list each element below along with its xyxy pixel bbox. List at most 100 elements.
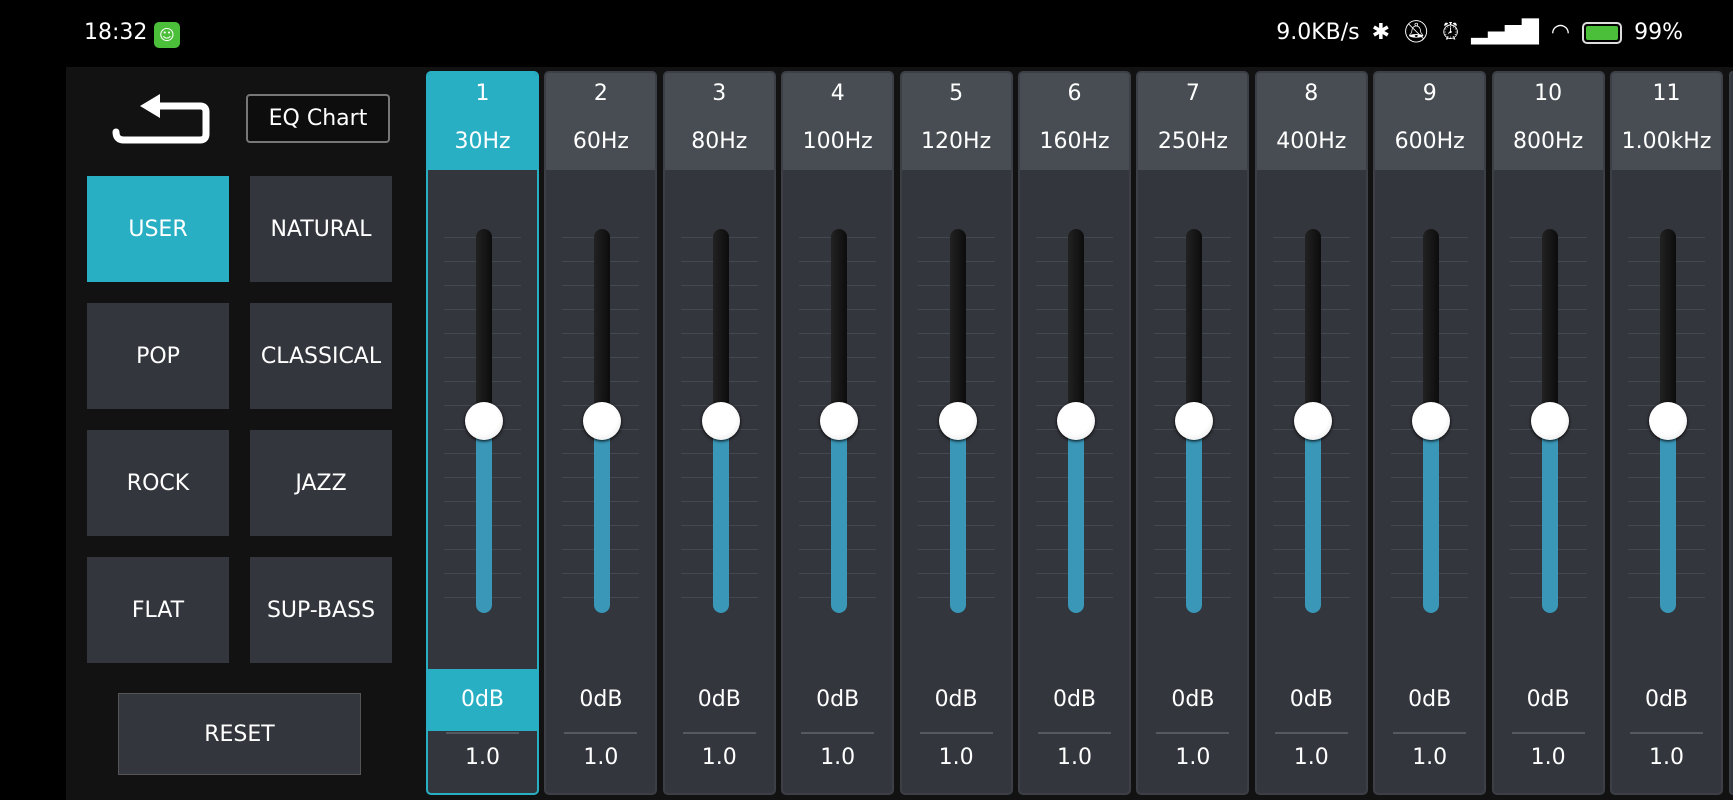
preset-pop-button[interactable]: POP [87, 303, 229, 409]
preset-jazz-button[interactable]: JAZZ [250, 430, 392, 536]
reset-button[interactable]: RESET [118, 693, 361, 775]
gain-slider-knob[interactable] [465, 402, 503, 440]
battery-icon [1582, 21, 1623, 44]
divider [1156, 732, 1230, 734]
channel-number: 6 [1067, 81, 1082, 106]
clock: 18:32 [84, 20, 148, 45]
gain-slider-knob[interactable] [1057, 402, 1095, 440]
channel-header[interactable]: 8 400Hz [1256, 73, 1366, 170]
q-value[interactable]: 1.0 [1412, 745, 1448, 770]
eq-channel[interactable]: 7 250Hz 0dB 1.0 [1136, 71, 1250, 795]
channel-header[interactable]: 4 100Hz [783, 73, 893, 170]
q-value[interactable]: 1.0 [583, 745, 619, 770]
channel-header[interactable]: 6 160Hz [1020, 73, 1129, 170]
gain-slider-knob[interactable] [583, 402, 622, 440]
channel-frequency[interactable]: 800Hz [1513, 129, 1584, 154]
gain-value[interactable]: 0dB [428, 669, 537, 731]
eq-channel[interactable]: 6 160Hz 0dB 1.0 [1018, 71, 1131, 795]
eq-channel[interactable]: 9 600Hz 0dB 1.0 [1373, 71, 1487, 795]
q-value[interactable]: 1.0 [465, 745, 500, 770]
q-value[interactable]: 1.0 [1057, 745, 1092, 770]
channel-number: 2 [593, 81, 608, 106]
gain-slider-knob[interactable] [1530, 402, 1569, 440]
eq-channel[interactable]: 1 30Hz 0dB 1.0 [426, 71, 539, 795]
mute-icon: 🔕︎ [1402, 20, 1431, 45]
q-value[interactable]: 1.0 [1293, 745, 1329, 770]
eq-channel-partial[interactable] [1729, 71, 1733, 795]
gain-value[interactable]: 0dB [1171, 687, 1215, 712]
preset-classical-button[interactable]: CLASSICAL [250, 303, 392, 409]
eq-chart-button[interactable]: EQ Chart [246, 94, 390, 143]
channel-frequency[interactable]: 60Hz [572, 129, 629, 154]
channel-header[interactable]: 1 30Hz [428, 73, 537, 170]
channel-header[interactable]: 5 120Hz [901, 73, 1011, 170]
gain-slider-knob[interactable] [1412, 402, 1451, 440]
channel-header[interactable]: 3 80Hz [664, 73, 774, 170]
channel-frequency[interactable]: 160Hz [1039, 129, 1110, 154]
q-value[interactable]: 1.0 [1649, 745, 1684, 770]
channel-number: 7 [1185, 81, 1200, 106]
gain-slider-knob[interactable] [938, 402, 977, 440]
gain-value[interactable]: 0dB [1289, 687, 1333, 712]
eq-channel[interactable]: 8 400Hz 0dB 1.0 [1254, 71, 1368, 795]
eq-channel[interactable]: 10 800Hz 0dB 1.0 [1491, 71, 1605, 795]
gain-slider-knob[interactable] [1293, 402, 1332, 440]
channel-frequency[interactable]: 1.00kHz [1621, 129, 1712, 154]
q-value[interactable]: 1.0 [1175, 745, 1211, 770]
channel-number: 9 [1422, 81, 1437, 106]
channel-frequency[interactable]: 400Hz [1276, 129, 1347, 154]
gain-slider-knob[interactable] [701, 402, 740, 440]
channel-frequency[interactable]: 600Hz [1394, 129, 1465, 154]
divider [1038, 732, 1111, 734]
gain-slider-fill [831, 421, 848, 613]
gain-slider-knob[interactable] [820, 402, 859, 440]
preset-user-button[interactable]: USER [87, 176, 229, 282]
gain-slider-fill [476, 421, 492, 613]
gain-value[interactable]: 0dB [1052, 687, 1097, 712]
gain-value[interactable]: 0dB [1408, 687, 1452, 712]
divider [564, 732, 638, 734]
preset-natural-button[interactable]: NATURAL [250, 176, 392, 282]
gain-slider-knob[interactable] [1175, 402, 1214, 440]
gain-value[interactable]: 0dB [934, 687, 978, 712]
channel-header[interactable]: 2 60Hz [546, 73, 656, 170]
eq-channel[interactable]: 2 60Hz 0dB 1.0 [544, 71, 658, 795]
channel-frequency[interactable]: 120Hz [921, 129, 992, 154]
channel-header[interactable]: 10 800Hz [1493, 73, 1603, 170]
divider [1274, 732, 1348, 734]
bluetooth-icon: ✱ [1371, 20, 1391, 45]
gain-slider-fill [712, 421, 729, 613]
q-value[interactable]: 1.0 [701, 745, 737, 770]
q-value[interactable]: 1.0 [938, 745, 974, 770]
channel-frequency[interactable]: 250Hz [1157, 129, 1228, 154]
gain-slider-fill [594, 421, 611, 613]
eq-channel[interactable]: 11 1.00kHz 0dB 1.0 [1610, 71, 1723, 795]
gain-slider-knob[interactable] [1649, 402, 1687, 440]
preset-sup-bass-button[interactable]: SUP-BASS [250, 557, 392, 663]
channel-frequency[interactable]: 100Hz [802, 129, 873, 154]
eq-channel[interactable]: 3 80Hz 0dB 1.0 [662, 71, 776, 795]
channel-header[interactable]: 9 600Hz [1375, 73, 1485, 170]
gain-value[interactable]: 0dB [697, 687, 741, 712]
gain-value[interactable]: 0dB [579, 687, 623, 712]
preset-rock-button[interactable]: ROCK [87, 430, 229, 536]
q-value[interactable]: 1.0 [1530, 745, 1566, 770]
channel-header[interactable]: 11 1.00kHz [1612, 73, 1721, 170]
divider [919, 732, 993, 734]
channel-frequency[interactable]: 80Hz [691, 129, 748, 154]
q-value[interactable]: 1.0 [820, 745, 856, 770]
preset-flat-button[interactable]: FLAT [87, 557, 229, 663]
back-return-icon[interactable] [110, 94, 212, 144]
channel-header[interactable]: 7 250Hz [1138, 73, 1248, 170]
eq-channel[interactable]: 5 120Hz 0dB 1.0 [899, 71, 1013, 795]
gain-value[interactable]: 0dB [1644, 687, 1689, 712]
gain-value[interactable]: 0dB [1526, 687, 1570, 712]
eq-channel[interactable]: 4 100Hz 0dB 1.0 [781, 71, 895, 795]
gain-value[interactable]: 0dB [816, 687, 860, 712]
divider [1630, 732, 1703, 734]
battery-percent: 99% [1634, 20, 1683, 45]
gain-slider-fill [1541, 421, 1558, 613]
wifi-icon: ◠ [1550, 20, 1571, 45]
channel-number: 1 [475, 81, 490, 106]
channel-frequency[interactable]: 30Hz [454, 129, 511, 154]
